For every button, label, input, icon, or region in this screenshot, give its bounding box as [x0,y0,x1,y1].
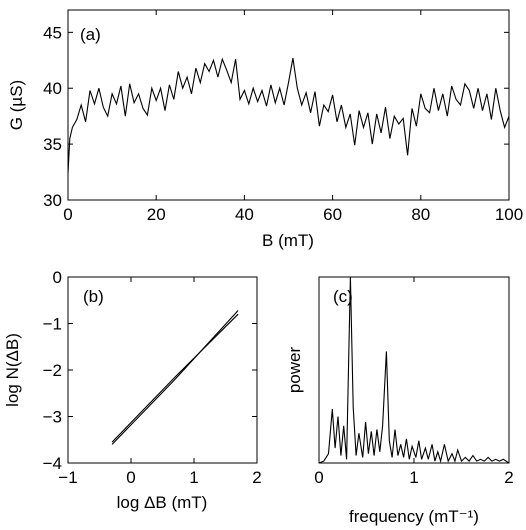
panel-label-a: (a) [80,25,101,44]
panel-b: −1 0 1 2 −4 −3 −2 −1 0 (b) log ΔB (mT) log N(ΔB) [3,268,262,512]
x-axis-label-c: frequency (mT⁻¹) [349,507,479,526]
x-tick-label-a: 100 [495,205,523,224]
x-tick-label-b: 0 [126,468,135,487]
x-tick-label-b: 2 [252,468,261,487]
y-tick-label-a: 35 [43,135,62,154]
series-lines-b [111,310,239,445]
series-line-b-2 [111,313,239,443]
x-axis-label-b: log ΔB (mT) [117,493,208,512]
x-tick-label-a: 60 [323,205,342,224]
y-axis-label-a: G (µS) [7,80,26,130]
y-tick-label-b: −2 [43,361,62,380]
panel-label-b: (b) [83,287,104,306]
y-tick-label-a: 30 [43,191,62,210]
series-line-b-1 [111,310,239,445]
x-axis-label-a: B (mT) [262,231,314,250]
x-tick-label-a: 0 [63,205,72,224]
x-tick-label-b: 1 [189,468,198,487]
x-tick-label-c: 1 [409,468,418,487]
panel-c: 0 1 2 (c) frequency (mT⁻¹) power [285,276,514,526]
y-tick-label-a: 40 [43,79,62,98]
series-line-c [318,276,510,464]
y-axis-label-c: power [285,347,304,394]
x-tick-label-a: 40 [235,205,254,224]
ticks-b: −1 0 1 2 −4 −3 −2 −1 0 [43,268,262,487]
ticks-c: 0 1 2 [314,277,514,487]
axes-frame-a [67,9,510,201]
x-tick-label-c: 2 [504,468,513,487]
y-tick-label-b: −4 [43,454,62,473]
panel-label-c: (c) [333,287,353,306]
x-tick-label-c: 0 [314,468,323,487]
x-tick-label-b: −1 [58,468,77,487]
ticks-a: 0 20 40 60 80 100 30 35 40 45 [43,10,523,224]
panel-a: 0 20 40 60 80 100 30 35 40 45 (a) B (mT) G (µS) [7,9,523,250]
y-tick-label-a: 45 [43,23,62,42]
y-axis-label-b: log N(ΔB) [3,333,22,407]
series-line-a [67,57,510,174]
y-tick-label-b: 0 [53,268,62,287]
y-tick-label-b: −1 [43,315,62,334]
y-tick-label-b: −3 [43,408,62,427]
x-tick-label-a: 80 [411,205,430,224]
x-tick-label-a: 20 [147,205,166,224]
